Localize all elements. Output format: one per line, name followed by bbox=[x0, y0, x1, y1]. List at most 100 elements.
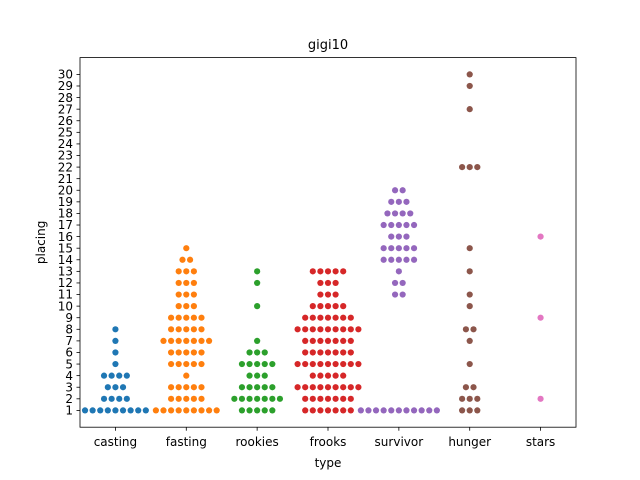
point-survivor-1 bbox=[418, 407, 425, 414]
point-hunger-2 bbox=[474, 395, 481, 402]
y-tick-label-18: 18 bbox=[58, 207, 73, 221]
point-frooks-11 bbox=[317, 291, 324, 298]
point-frooks-3 bbox=[324, 384, 332, 391]
y-tick-label-21: 21 bbox=[58, 172, 73, 186]
point-fasting-9 bbox=[167, 314, 175, 321]
point-casting-1 bbox=[97, 407, 104, 414]
point-rookies-5 bbox=[269, 360, 276, 368]
point-fasting-2 bbox=[190, 395, 197, 402]
point-hunger-15 bbox=[466, 245, 473, 252]
point-frooks-5 bbox=[294, 360, 301, 368]
point-frooks-1 bbox=[317, 407, 324, 414]
point-rookies-2 bbox=[261, 395, 268, 402]
y-tick-label-14: 14 bbox=[58, 253, 73, 267]
point-frooks-6 bbox=[340, 349, 347, 356]
point-hunger-11 bbox=[466, 291, 473, 298]
point-survivor-14 bbox=[380, 256, 387, 263]
point-fasting-10 bbox=[183, 303, 190, 310]
point-fasting-4 bbox=[183, 372, 190, 379]
point-survivor-1 bbox=[388, 407, 395, 414]
point-frooks-6 bbox=[309, 349, 316, 356]
point-frooks-9 bbox=[347, 314, 354, 321]
point-rookies-4 bbox=[261, 372, 268, 379]
point-rookies-2 bbox=[231, 395, 238, 402]
point-survivor-18 bbox=[399, 210, 406, 217]
point-hunger-1 bbox=[474, 407, 481, 414]
y-tick-label-20: 20 bbox=[58, 183, 73, 197]
point-survivor-15 bbox=[388, 245, 395, 252]
point-frooks-1 bbox=[347, 407, 354, 414]
point-casting-1 bbox=[81, 407, 89, 414]
point-frooks-5 bbox=[340, 360, 347, 368]
point-frooks-2 bbox=[347, 395, 354, 402]
point-fasting-1 bbox=[152, 407, 159, 414]
y-tick-label-12: 12 bbox=[58, 276, 73, 290]
point-survivor-14 bbox=[395, 256, 402, 263]
point-hunger-8 bbox=[462, 326, 470, 333]
point-rookies-5 bbox=[238, 360, 246, 368]
point-casting-1 bbox=[135, 407, 142, 414]
point-fasting-8 bbox=[183, 326, 190, 333]
y-axis-label: placing bbox=[34, 221, 48, 264]
point-survivor-19 bbox=[388, 198, 395, 205]
point-frooks-13 bbox=[332, 268, 339, 275]
point-frooks-7 bbox=[340, 337, 347, 344]
point-frooks-12 bbox=[324, 279, 332, 287]
y-tick-label-17: 17 bbox=[58, 218, 73, 232]
point-rookies-12 bbox=[254, 279, 261, 287]
point-fasting-2 bbox=[198, 395, 205, 402]
point-frooks-10 bbox=[324, 303, 332, 310]
point-frooks-9 bbox=[309, 314, 316, 321]
point-survivor-18 bbox=[391, 210, 399, 217]
point-casting-4 bbox=[100, 372, 108, 379]
point-hunger-29 bbox=[466, 82, 473, 90]
point-survivor-1 bbox=[395, 407, 402, 414]
point-survivor-11 bbox=[391, 291, 399, 298]
point-frooks-3 bbox=[340, 384, 347, 391]
point-rookies-4 bbox=[254, 372, 261, 379]
point-survivor-17 bbox=[410, 221, 418, 229]
point-frooks-7 bbox=[309, 337, 316, 344]
x-tick-label-frooks: frooks bbox=[310, 435, 347, 449]
point-survivor-20 bbox=[399, 187, 406, 194]
point-rookies-10 bbox=[254, 303, 261, 310]
y-tick-label-24: 24 bbox=[58, 137, 73, 151]
point-frooks-3 bbox=[302, 384, 309, 391]
point-frooks-5 bbox=[324, 360, 332, 368]
point-hunger-1 bbox=[466, 407, 473, 414]
point-fasting-13 bbox=[190, 268, 197, 275]
point-fasting-11 bbox=[190, 291, 197, 298]
point-casting-1 bbox=[112, 407, 119, 414]
point-frooks-8 bbox=[340, 326, 347, 333]
point-fasting-1 bbox=[167, 407, 175, 414]
point-fasting-1 bbox=[213, 407, 220, 414]
point-survivor-1 bbox=[433, 407, 440, 414]
y-tick-label-8: 8 bbox=[65, 322, 73, 336]
point-frooks-2 bbox=[332, 395, 339, 402]
point-frooks-9 bbox=[340, 314, 347, 321]
point-hunger-1 bbox=[459, 407, 466, 414]
point-frooks-7 bbox=[332, 337, 339, 344]
point-fasting-7 bbox=[160, 337, 167, 344]
point-fasting-1 bbox=[160, 407, 167, 414]
point-fasting-7 bbox=[205, 337, 213, 344]
y-tick-label-22: 22 bbox=[58, 160, 73, 174]
y-tick-label-2: 2 bbox=[65, 392, 73, 406]
point-rookies-2 bbox=[269, 395, 276, 402]
point-fasting-6 bbox=[190, 349, 197, 356]
point-fasting-3 bbox=[198, 384, 205, 391]
point-frooks-1 bbox=[324, 407, 332, 414]
point-casting-2 bbox=[123, 395, 130, 402]
point-fasting-9 bbox=[190, 314, 197, 321]
point-fasting-6 bbox=[198, 349, 205, 356]
point-survivor-15 bbox=[410, 245, 418, 252]
point-frooks-6 bbox=[324, 349, 332, 356]
point-rookies-6 bbox=[246, 349, 253, 356]
y-tick-label-10: 10 bbox=[58, 299, 73, 313]
point-survivor-13 bbox=[395, 268, 402, 275]
chart-title: gigi10 bbox=[308, 38, 348, 53]
point-hunger-10 bbox=[466, 303, 473, 310]
point-stars-16 bbox=[537, 233, 544, 240]
point-frooks-1 bbox=[302, 407, 309, 414]
point-survivor-1 bbox=[403, 407, 410, 414]
